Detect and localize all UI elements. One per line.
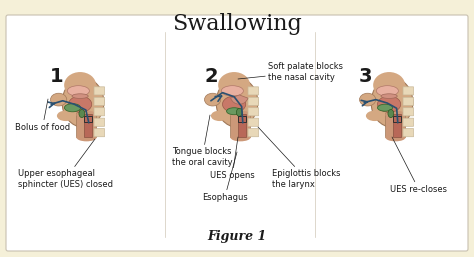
Ellipse shape: [57, 111, 74, 121]
FancyBboxPatch shape: [6, 15, 468, 251]
Text: Tongue blocks
the oral cavity: Tongue blocks the oral cavity: [172, 115, 233, 167]
Ellipse shape: [211, 111, 228, 121]
FancyBboxPatch shape: [248, 118, 258, 126]
FancyBboxPatch shape: [248, 128, 258, 137]
Ellipse shape: [371, 78, 413, 127]
Bar: [76, 113, 96, 137]
Bar: [237, 114, 246, 137]
Text: UES opens: UES opens: [210, 137, 255, 179]
Ellipse shape: [373, 72, 405, 98]
Text: Figure 1: Figure 1: [207, 230, 266, 243]
Text: 1: 1: [50, 67, 64, 86]
Wedge shape: [230, 95, 248, 104]
Ellipse shape: [76, 111, 97, 119]
Ellipse shape: [221, 86, 243, 96]
Bar: [385, 113, 405, 137]
FancyBboxPatch shape: [248, 87, 258, 95]
Bar: [230, 113, 250, 137]
Ellipse shape: [69, 96, 91, 112]
FancyBboxPatch shape: [403, 97, 413, 105]
FancyBboxPatch shape: [94, 128, 104, 137]
FancyBboxPatch shape: [248, 108, 258, 116]
Ellipse shape: [67, 86, 90, 96]
Bar: [237, 116, 246, 122]
Bar: [392, 114, 401, 137]
Ellipse shape: [230, 133, 251, 141]
Text: Epiglottis blocks
the larynx: Epiglottis blocks the larynx: [258, 127, 340, 189]
Ellipse shape: [222, 96, 246, 112]
Text: Esophagus: Esophagus: [202, 152, 248, 201]
Bar: [83, 114, 91, 137]
Ellipse shape: [72, 94, 88, 98]
FancyBboxPatch shape: [94, 118, 104, 126]
Ellipse shape: [62, 78, 104, 127]
Ellipse shape: [377, 96, 401, 112]
FancyBboxPatch shape: [94, 97, 104, 105]
Ellipse shape: [385, 133, 406, 141]
FancyBboxPatch shape: [403, 118, 413, 126]
FancyBboxPatch shape: [248, 97, 258, 105]
Ellipse shape: [76, 133, 97, 141]
Ellipse shape: [204, 93, 221, 106]
FancyBboxPatch shape: [403, 128, 413, 137]
Ellipse shape: [376, 86, 398, 96]
Ellipse shape: [216, 78, 258, 127]
Ellipse shape: [64, 104, 81, 112]
Text: Swallowing: Swallowing: [172, 13, 302, 35]
FancyBboxPatch shape: [94, 87, 104, 95]
Bar: [392, 116, 401, 122]
Text: UES re-closes: UES re-closes: [390, 137, 447, 194]
Ellipse shape: [359, 93, 376, 106]
Text: Upper esophageal
sphincter (UES) closed: Upper esophageal sphincter (UES) closed: [18, 139, 113, 189]
Ellipse shape: [64, 72, 96, 98]
FancyBboxPatch shape: [403, 108, 413, 116]
Text: Bolus of food: Bolus of food: [15, 99, 70, 132]
Ellipse shape: [377, 104, 392, 111]
Ellipse shape: [230, 111, 251, 119]
Text: Soft palate blocks
the nasal cavity: Soft palate blocks the nasal cavity: [238, 62, 343, 82]
Ellipse shape: [237, 108, 242, 116]
FancyBboxPatch shape: [403, 87, 413, 95]
FancyBboxPatch shape: [94, 108, 104, 116]
Ellipse shape: [381, 94, 397, 98]
Ellipse shape: [385, 111, 406, 119]
Ellipse shape: [79, 109, 85, 118]
Bar: [83, 116, 91, 122]
Text: 2: 2: [204, 67, 218, 86]
Ellipse shape: [227, 108, 242, 115]
Ellipse shape: [388, 109, 394, 118]
Text: 3: 3: [359, 67, 373, 86]
Ellipse shape: [366, 111, 383, 121]
Ellipse shape: [51, 93, 67, 106]
Ellipse shape: [218, 72, 250, 98]
